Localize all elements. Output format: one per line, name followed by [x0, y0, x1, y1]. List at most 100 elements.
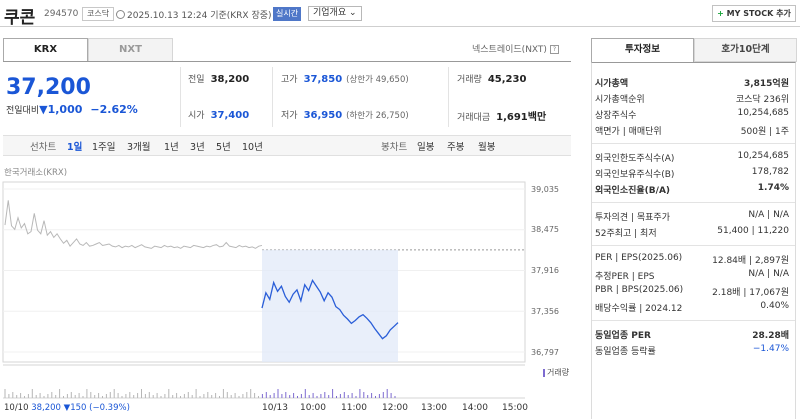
period-1d[interactable]: 1일 [67, 142, 83, 153]
change-amount: 1,000 [47, 103, 83, 116]
candle-chart-label[interactable]: 봉차트 [381, 142, 408, 153]
price-change: 전일대비▼1,000 −2.62% [6, 103, 138, 116]
trade-value-label: 거래대금 [457, 113, 491, 123]
change-label: 전일대비 [6, 106, 40, 116]
realtime-badge[interactable]: 실시간 [273, 7, 302, 21]
divider [448, 67, 449, 127]
tab-krx[interactable]: KRX [3, 38, 88, 62]
footer-percent: (−0.39%) [89, 403, 130, 413]
cap-rank-label: 시가총액순위 [595, 95, 645, 105]
est-per-row: 추정PER | EPS N/A | N/A [595, 269, 789, 282]
est-per-value: N/A | N/A [748, 269, 789, 279]
divider [592, 245, 795, 246]
period-3y[interactable]: 3년 [190, 142, 205, 153]
quote-open: 시가 37,400 [188, 108, 249, 121]
volume-legend: 거래량 [543, 367, 569, 378]
prev-value: 38,200 [210, 74, 250, 85]
foreign-limit-value: 10,254,685 [737, 151, 789, 161]
tab-nxt[interactable]: NXT [88, 38, 173, 62]
week52-label: 52주최고 | 최저 [595, 229, 657, 239]
y-tick-label: 39,035 [531, 185, 559, 194]
sector-per-value: 28.28배 [752, 331, 789, 341]
opinion-label: 투자의견 | 목표주가 [595, 213, 670, 223]
shares-value: 10,254,685 [737, 108, 789, 118]
footer-date: 10/10 [4, 403, 29, 413]
y-tick-label: 38,475 [531, 225, 559, 234]
quote-low: 저가 36,950 (하한가 26,750) [281, 108, 409, 121]
market-cap-row: 시가총액 3,815억원 [595, 76, 789, 89]
par-label: 액면가 | 매매단위 [595, 127, 662, 137]
tab-invest-info[interactable]: 투자정보 [591, 38, 694, 62]
footer-price: 38,200 [31, 403, 61, 413]
foreign-hold-row: 외국인보유주식수(B) 178,782 [595, 167, 789, 180]
pbr-row: PBR | BPS(2025.06) 2.18배 | 17,067원 [595, 285, 789, 298]
sector-change-label: 동일업종 등락률 [595, 347, 656, 357]
pbr-value: 2.18배 | 17,067원 [712, 288, 789, 298]
volume-legend-label: 거래량 [547, 368, 570, 377]
open-label: 시가 [188, 111, 205, 121]
per-label: PER | EPS(2025.06) [595, 253, 683, 263]
market-cap-label: 시가총액 [595, 79, 629, 89]
divider [592, 202, 795, 203]
par-row: 액면가 | 매매단위 500원 | 1주 [595, 124, 789, 137]
prev-day-line [4, 200, 263, 249]
x-tick-label: 10/13 [262, 403, 288, 413]
today-area [262, 249, 398, 362]
dividend-value: 0.40% [760, 301, 789, 311]
period-5y[interactable]: 5년 [216, 142, 231, 153]
upper-limit: (상한가 49,650) [346, 75, 409, 85]
chart-source: 한국거래소(KRX) [4, 168, 68, 178]
opinion-row: 투자의견 | 목표주가 N/A | N/A [595, 210, 789, 223]
x-tick-label: 15:00 [502, 403, 528, 413]
quote-prev: 전일 38,200 [188, 72, 249, 85]
foreign-limit-row: 외국인한도주식수(A) 10,254,685 [595, 151, 789, 164]
stock-name: 쿠콘 [4, 8, 36, 28]
divider [272, 67, 273, 127]
quote-trade-value: 거래대금 1,691백만 [457, 108, 546, 123]
sector-change-row: 동일업종 등락률 −1.47% [595, 344, 789, 357]
period-3m[interactable]: 3개월 [127, 142, 151, 153]
period-1y[interactable]: 1년 [164, 142, 179, 153]
cap-rank-row: 시가총액순위 코스닥 236위 [595, 92, 789, 105]
x-tick-label: 14:00 [462, 403, 488, 413]
pbr-label: PBR | BPS(2025.06) [595, 285, 684, 295]
volume-value: 45,230 [487, 74, 527, 85]
shares-label: 상장주식수 [595, 111, 637, 121]
cap-rank-value: 코스닥 236위 [735, 95, 789, 105]
y-tick-label: 36,797 [531, 348, 559, 357]
period-1w[interactable]: 1주일 [92, 142, 116, 153]
add-my-stock-button[interactable]: + MY STOCK 추가 [712, 5, 796, 22]
foreign-ratio-row: 외국인소진율(B/A) 1.74% [595, 183, 789, 196]
divider [592, 143, 795, 144]
help-icon[interactable]: ? [549, 45, 559, 54]
company-overview-button[interactable]: 기업개요 ⌄ [308, 6, 362, 21]
dividend-label: 배당수익률 | 2024.12 [595, 304, 683, 314]
plus-icon: + [717, 9, 724, 18]
prev-day-summary: 10/10 38,200 ▼150 (−0.39%) [4, 403, 130, 413]
candle-daily[interactable]: 일봉 [417, 142, 435, 153]
nxt-trade-info[interactable]: 넥스트레이드(NXT)? [472, 42, 559, 55]
candle-weekly[interactable]: 주봉 [447, 142, 465, 153]
prev-label: 전일 [188, 75, 205, 85]
x-tick-label: 13:00 [421, 403, 447, 413]
candle-monthly[interactable]: 월봉 [478, 142, 496, 153]
current-price: 37,200 [6, 75, 91, 100]
period-10y[interactable]: 10년 [242, 142, 263, 153]
clock-icon [116, 10, 125, 19]
x-tick-label: 12:00 [382, 403, 408, 413]
price-chart[interactable] [0, 160, 572, 419]
sector-change-value: −1.47% [752, 344, 789, 354]
dividend-row: 배당수익률 | 2024.12 0.40% [595, 301, 789, 314]
line-chart-label[interactable]: 선차트 [30, 142, 57, 153]
volume-swatch [543, 368, 545, 377]
down-arrow-icon: ▼ [39, 103, 48, 116]
divider [592, 320, 795, 321]
trade-value-unit: 백만 [527, 112, 547, 123]
week52-row: 52주최고 | 최저 51,400 | 11,220 [595, 226, 789, 239]
stock-header: 쿠콘 294570 코스닥 2025.10.13 12:24 기준(KRX 장중… [0, 0, 800, 28]
y-tick-label: 37,356 [531, 307, 559, 316]
tab-quote-10[interactable]: 호가10단계 [694, 38, 797, 62]
low-label: 저가 [281, 111, 298, 121]
market-cap-value: 3,815억원 [743, 79, 789, 89]
quote-volume: 거래량 45,230 [457, 72, 526, 85]
